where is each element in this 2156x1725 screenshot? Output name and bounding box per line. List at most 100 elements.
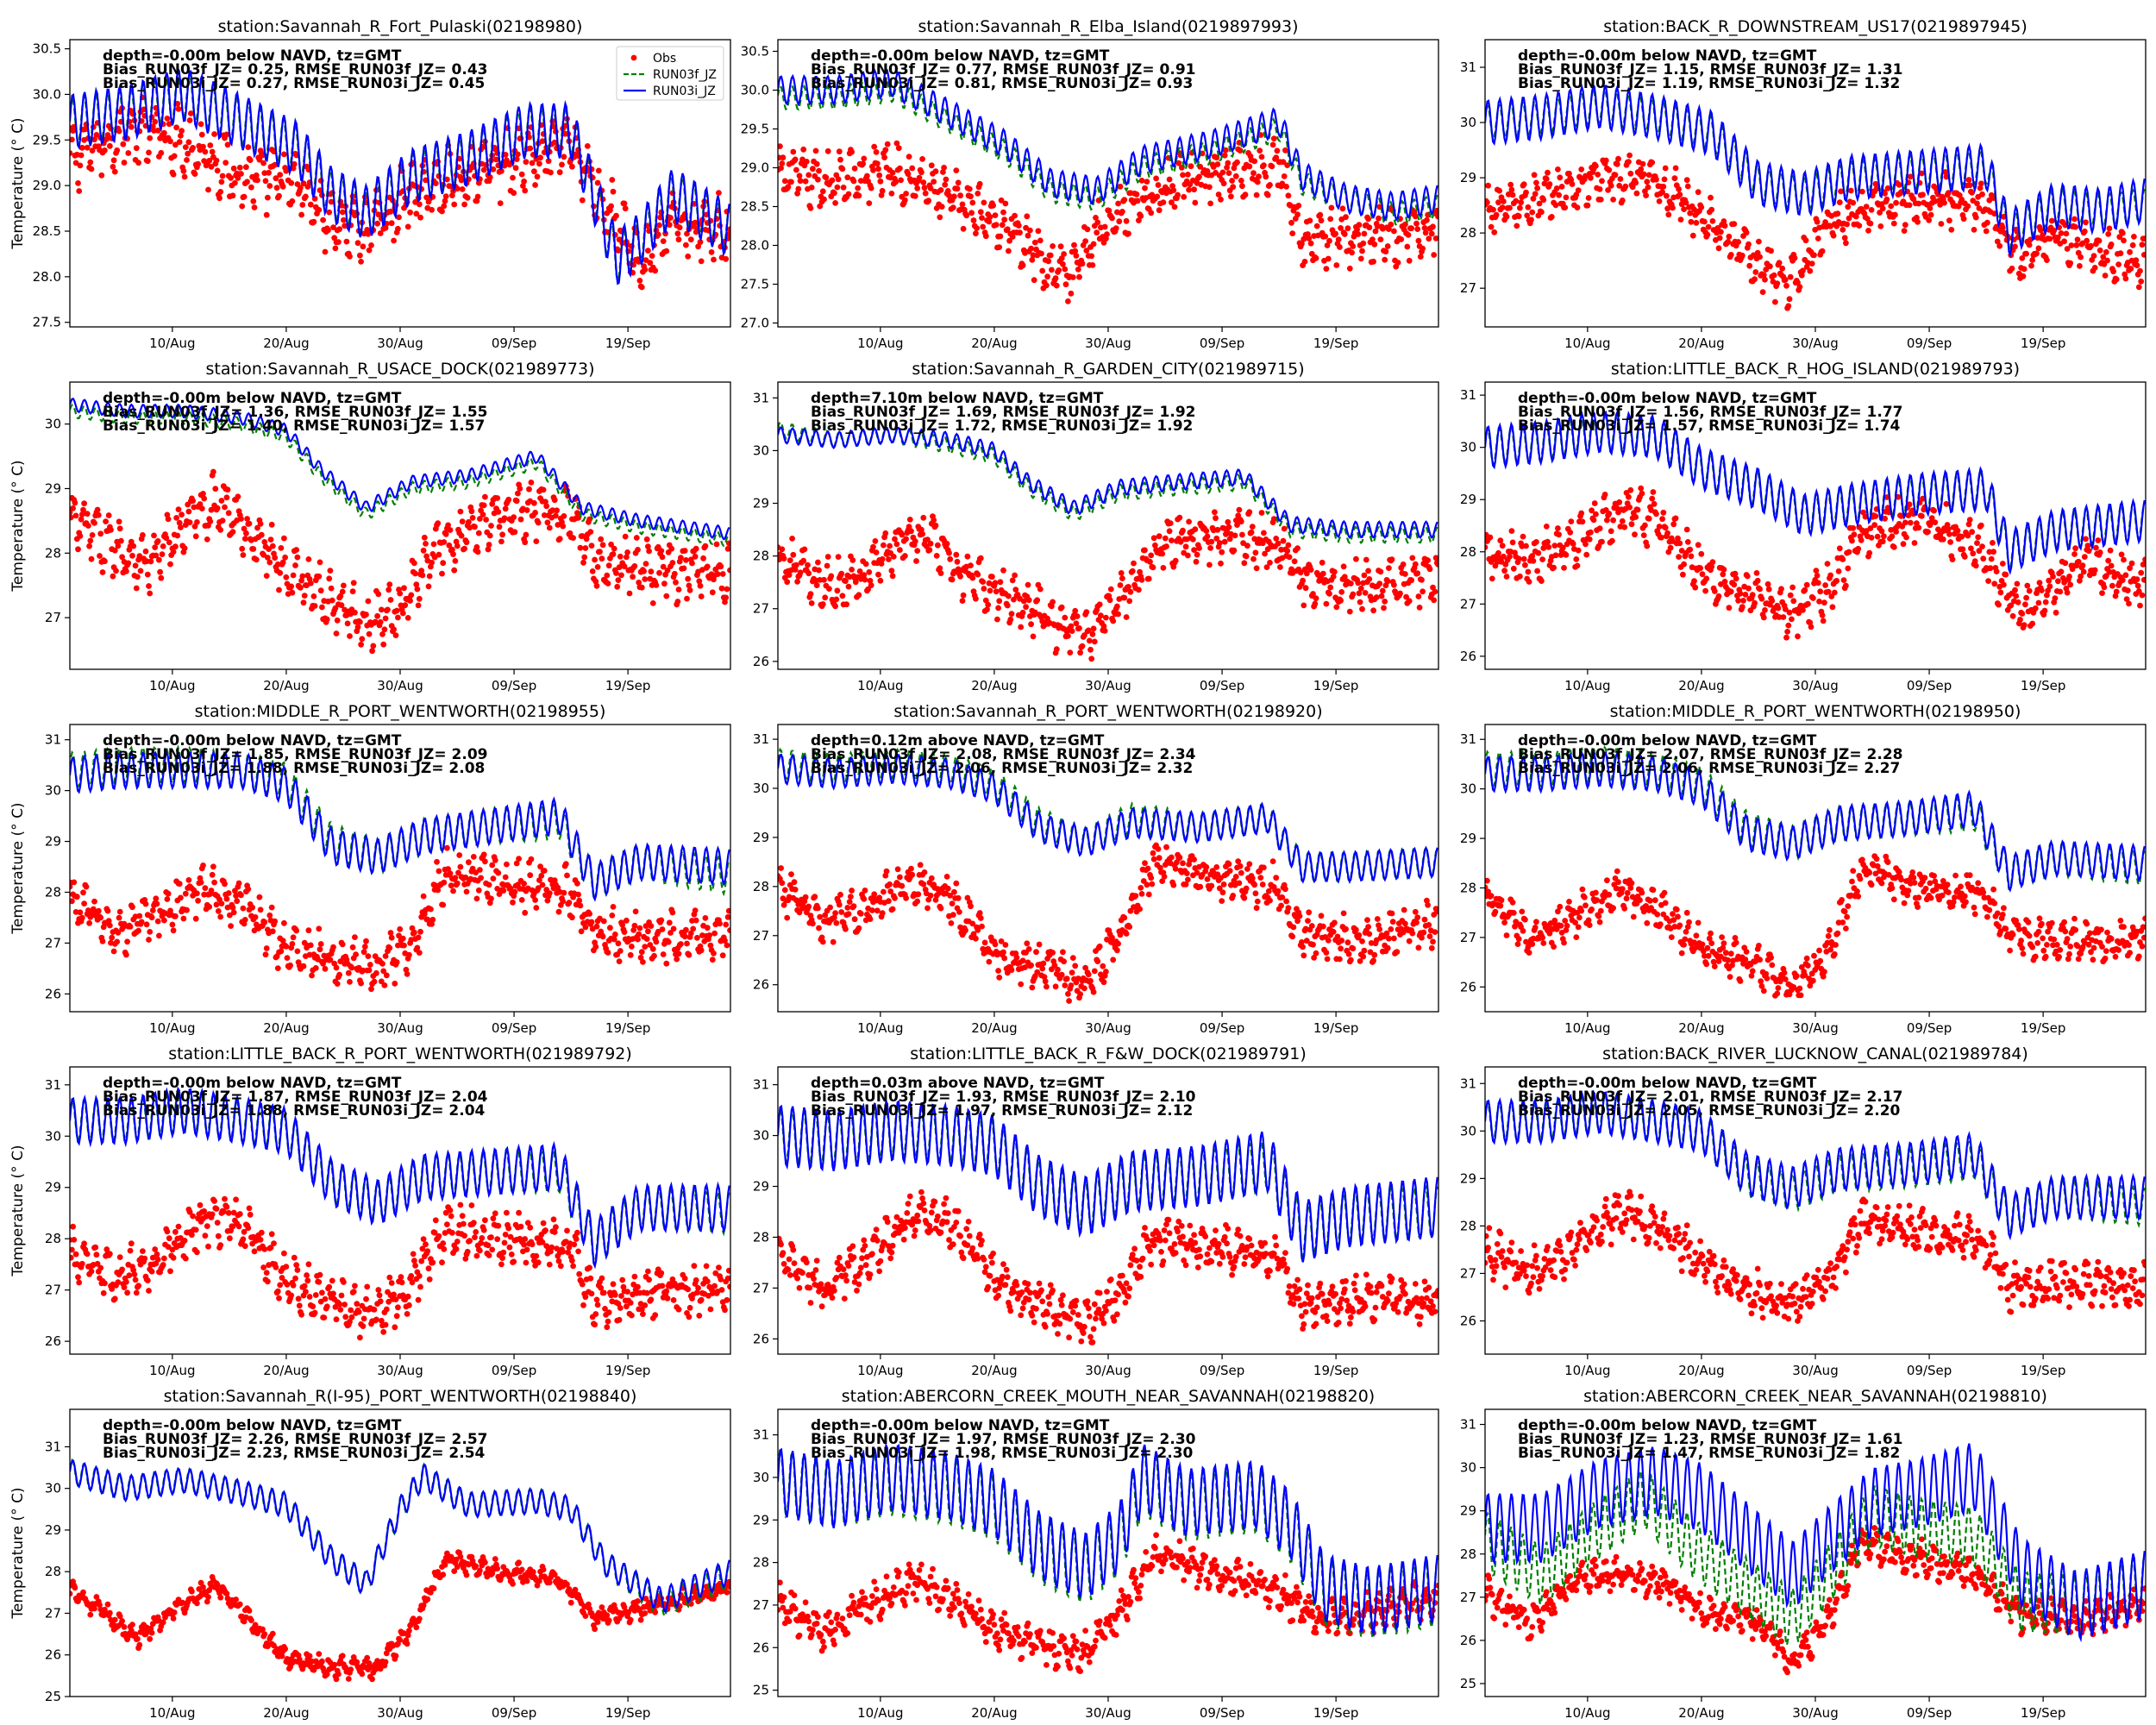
obs-point [1634,506,1641,513]
obs-point [81,900,87,906]
obs-point [1145,575,1152,582]
obs-point [2083,536,2089,543]
obs-point [1546,181,1553,187]
obs-point [973,595,979,602]
obs-point [666,919,673,926]
obs-point [2107,547,2114,554]
obs-point [1783,634,1789,641]
obs-point [681,933,688,940]
obs-point [969,574,976,581]
obs-point [957,192,963,199]
obs-point [1772,298,1778,305]
obs-point [1683,199,1689,206]
obs-point [1877,210,1883,216]
obs-point [1343,214,1349,221]
obs-point [2035,599,2042,606]
obs-point [265,194,271,201]
obs-point [1999,224,2006,231]
obs-point [95,511,102,518]
obs-point [404,615,411,621]
obs-point [1278,546,1284,553]
obs-point [1273,154,1280,161]
obs-point [406,951,412,958]
obs-point [317,587,324,594]
obs-point [996,244,1003,250]
obs-point [873,149,880,155]
obs-point [868,582,874,588]
obs-point [2108,562,2115,569]
obs-point [104,132,111,138]
obs-point [1207,200,1213,207]
obs-point [1855,545,1862,552]
obs-point [850,903,857,909]
obs-point [241,193,248,200]
obs-point [1945,190,1952,197]
obs-point [1556,531,1562,538]
obs-point [179,128,185,135]
obs-point [206,904,213,910]
obs-point [1605,187,1611,193]
obs-point [1346,608,1353,615]
obs-point [1821,599,1827,606]
obs-point [674,230,681,237]
obs-point [823,174,830,181]
obs-point [387,597,394,603]
obs-point [938,204,945,210]
obs-point [1072,248,1079,254]
obs-point [164,896,171,902]
obs-point [496,524,503,530]
y-tick-label: 29.5 [741,122,769,137]
obs-point [1391,228,1397,235]
obs-point [533,538,540,544]
obs-point [323,616,330,623]
obs-point [1218,196,1224,203]
obs-point [1672,165,1679,172]
obs-point [531,168,537,175]
obs-point [1638,166,1645,172]
obs-point [968,193,974,200]
y-tick-label: 30 [753,442,769,458]
obs-point [1653,176,1659,183]
obs-point [610,188,617,195]
obs-point [1060,260,1066,267]
obs-point [697,582,704,589]
x-tick-label: 10/Aug [857,336,903,351]
obs-point [1365,568,1371,574]
obs-point [848,894,854,900]
obs-point [1993,568,2000,574]
obs-point [485,546,492,553]
obs-point [1435,213,1438,220]
obs-point [89,532,96,538]
run03i-line [70,66,730,285]
obs-point [1543,524,1550,530]
obs-point [1578,166,1585,172]
obs-point [363,612,369,618]
obs-point [238,171,244,177]
obs-point [428,906,434,913]
obs-point [683,242,689,248]
obs-point [366,247,373,254]
obs-point [1069,628,1075,634]
obs-point [1513,198,1520,204]
obs-point [1432,235,1438,242]
obs-point [1733,575,1739,582]
obs-point [642,561,649,567]
obs-point [1377,236,1384,242]
obs-point [1574,204,1581,211]
obs-point [534,173,541,180]
obs-point [184,157,190,163]
obs-point [553,512,559,519]
obs-point [266,912,273,919]
obs-point [417,214,423,221]
obs-point [1561,565,1567,571]
obs-point [374,612,380,619]
obs-point [135,927,142,934]
obs-point [1069,274,1076,280]
obs-point [360,967,367,974]
obs-point [1185,172,1191,178]
obs-point [371,978,378,985]
y-tick-label: 30 [45,783,61,799]
obs-point [435,887,442,894]
obs-point [1291,558,1298,565]
obs-point [597,549,603,555]
